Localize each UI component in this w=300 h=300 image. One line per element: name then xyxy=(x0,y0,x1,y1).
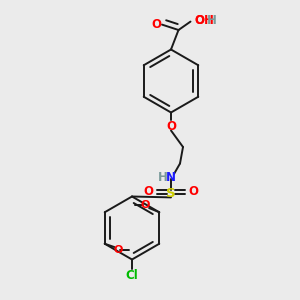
Text: O: O xyxy=(113,245,123,255)
Text: H: H xyxy=(207,14,217,27)
Text: O: O xyxy=(140,200,150,210)
Text: O: O xyxy=(194,14,204,27)
Text: O: O xyxy=(188,185,198,198)
Text: OH: OH xyxy=(194,14,214,27)
Text: H: H xyxy=(158,170,167,184)
Text: O: O xyxy=(144,185,154,198)
Text: S: S xyxy=(166,187,176,200)
Text: Cl: Cl xyxy=(126,268,138,282)
Text: O: O xyxy=(166,120,176,133)
Text: O: O xyxy=(152,17,162,31)
Text: N: N xyxy=(166,170,176,184)
